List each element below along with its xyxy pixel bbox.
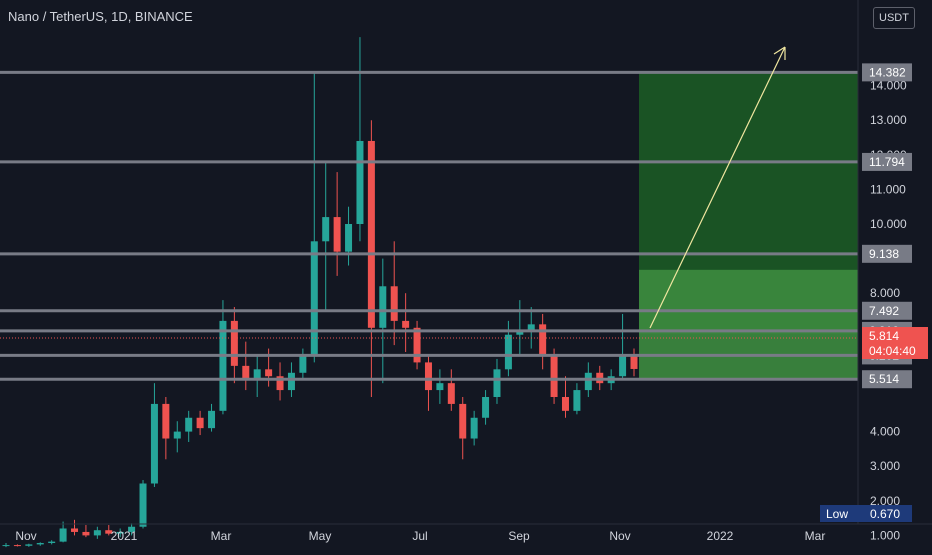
arrow-head-icon [773, 46, 786, 60]
candle-body[interactable] [82, 531, 90, 536]
candle-body[interactable] [25, 544, 33, 546]
candle-body[interactable] [287, 372, 295, 391]
entry-zone [639, 269, 858, 380]
candle-body[interactable] [116, 531, 124, 534]
y-tick-label: 3.000 [870, 459, 900, 473]
candle-body[interactable] [36, 543, 44, 545]
candle-body[interactable] [242, 365, 250, 380]
candle-body[interactable] [584, 372, 592, 391]
candle-body[interactable] [482, 397, 490, 418]
y-tick-label: 1.000 [870, 528, 900, 542]
level-label-box [862, 152, 912, 171]
candle-body[interactable] [208, 410, 216, 429]
x-tick-label: Sep [508, 529, 530, 543]
candle-body[interactable] [436, 383, 444, 391]
x-tick-label: Mar [211, 529, 232, 543]
x-tick-label: Nov [15, 529, 36, 543]
candle-body[interactable] [150, 403, 158, 484]
last-price-box [862, 327, 928, 359]
candle-body[interactable] [493, 369, 501, 397]
last-price-label: 5.814 [869, 329, 899, 343]
level-label: 9.138 [869, 247, 899, 261]
candle-body[interactable] [299, 355, 307, 373]
x-tick-label: May [309, 529, 332, 543]
x-tick-label: Mar [805, 529, 826, 543]
candle-body[interactable] [322, 217, 330, 242]
candle-body[interactable] [459, 403, 467, 439]
candle-body[interactable] [13, 545, 21, 547]
candle-body[interactable] [379, 286, 387, 328]
level-label-box [862, 301, 912, 320]
candle-body[interactable] [2, 545, 10, 547]
candle-body[interactable] [128, 526, 136, 532]
level-label: 7.492 [869, 304, 899, 318]
y-tick-label: 11.000 [870, 182, 906, 196]
low-value-label: 0.670 [870, 507, 900, 521]
candle-body[interactable] [367, 140, 375, 328]
level-label: 14.382 [869, 65, 906, 79]
candle-body[interactable] [356, 140, 364, 224]
candle-body[interactable] [550, 355, 558, 397]
candle-body[interactable] [139, 483, 147, 527]
candle-body[interactable] [230, 320, 238, 366]
candle-body[interactable] [265, 369, 273, 377]
candle-body[interactable] [196, 417, 204, 429]
candle-body[interactable] [345, 224, 353, 252]
y-tick-label: 13.000 [870, 113, 907, 127]
candle-body[interactable] [504, 334, 512, 370]
candle-body[interactable] [173, 431, 181, 439]
low-label: Low [826, 507, 848, 521]
projection-arrow[interactable] [649, 46, 786, 329]
candle-body[interactable] [105, 530, 113, 534]
currency-button[interactable]: USDT [873, 7, 915, 29]
candle-body[interactable] [424, 362, 432, 391]
candle-body[interactable] [447, 383, 455, 404]
candle-body[interactable] [630, 355, 638, 369]
level-label: 5.514 [869, 372, 899, 386]
candle-body[interactable] [276, 376, 284, 391]
candle-body[interactable] [93, 530, 101, 536]
candle-body[interactable] [402, 320, 410, 328]
candle-body[interactable] [390, 286, 398, 321]
candle-body[interactable] [333, 217, 341, 252]
candle-body[interactable] [185, 417, 193, 432]
candle-body[interactable] [561, 397, 569, 411]
candle-body[interactable] [310, 241, 318, 356]
candle-body[interactable] [71, 528, 79, 532]
symbol-title: Nano / TetherUS, 1D, BINANCE [8, 9, 193, 24]
level-label-box [862, 370, 912, 389]
candle-body[interactable] [527, 324, 535, 332]
y-tick-label: 4.000 [870, 425, 900, 439]
candle-body[interactable] [516, 331, 524, 335]
candle-body[interactable] [539, 324, 547, 356]
low-label-box [820, 505, 912, 522]
x-tick-label: Jul [412, 529, 427, 543]
y-tick-label: 2.000 [870, 494, 900, 508]
y-tick-label: 10.000 [870, 217, 907, 231]
candle-body[interactable] [59, 528, 67, 542]
x-tick-label: 2022 [707, 529, 734, 543]
candle-body[interactable] [48, 541, 56, 544]
countdown-label: 04:04:40 [869, 344, 916, 358]
candle-body[interactable] [253, 369, 261, 380]
candle-body[interactable] [219, 320, 227, 411]
level-label-box [862, 244, 912, 263]
candle-body[interactable] [619, 355, 627, 377]
y-tick-label: 8.000 [870, 286, 900, 300]
x-tick-label: Nov [609, 529, 630, 543]
y-tick-label: 14.000 [870, 79, 907, 93]
level-label: 11.794 [869, 155, 905, 169]
level-label-box [862, 63, 912, 82]
candle-body[interactable] [470, 417, 478, 439]
candle-body[interactable] [162, 403, 170, 439]
candle-body[interactable] [413, 327, 421, 363]
x-tick-label: 2021 [111, 529, 138, 543]
candle-body[interactable] [573, 390, 581, 411]
